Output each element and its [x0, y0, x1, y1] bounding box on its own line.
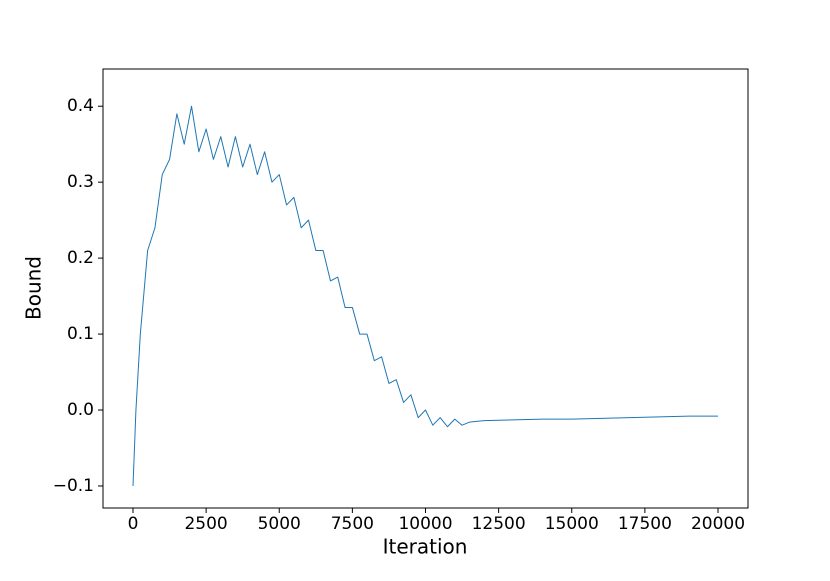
- x-tick-label: 5000: [258, 514, 301, 534]
- x-tick-label: 7500: [331, 514, 374, 534]
- y-tick-label: 0.3: [67, 172, 94, 192]
- x-tick-label: 2500: [184, 514, 227, 534]
- y-tick-label: 0.4: [67, 96, 94, 116]
- x-tick-label: 0: [128, 514, 139, 534]
- x-tick-label: 20000: [691, 514, 745, 534]
- y-axis-label: Bound: [22, 256, 46, 320]
- y-tick-label: 0.2: [67, 248, 94, 268]
- x-tick-label: 15000: [545, 514, 599, 534]
- data-line: [132, 105, 718, 486]
- y-tick-label: −0.1: [53, 476, 94, 496]
- y-tick-label: 0.1: [67, 324, 94, 344]
- x-axis-label: Iteration: [383, 535, 468, 559]
- x-tick-label: 10000: [398, 514, 452, 534]
- plot-frame: [102, 68, 749, 509]
- x-tick-label: 12500: [472, 514, 526, 534]
- y-tick-label: 0.0: [67, 400, 94, 420]
- x-tick-label: 17500: [618, 514, 672, 534]
